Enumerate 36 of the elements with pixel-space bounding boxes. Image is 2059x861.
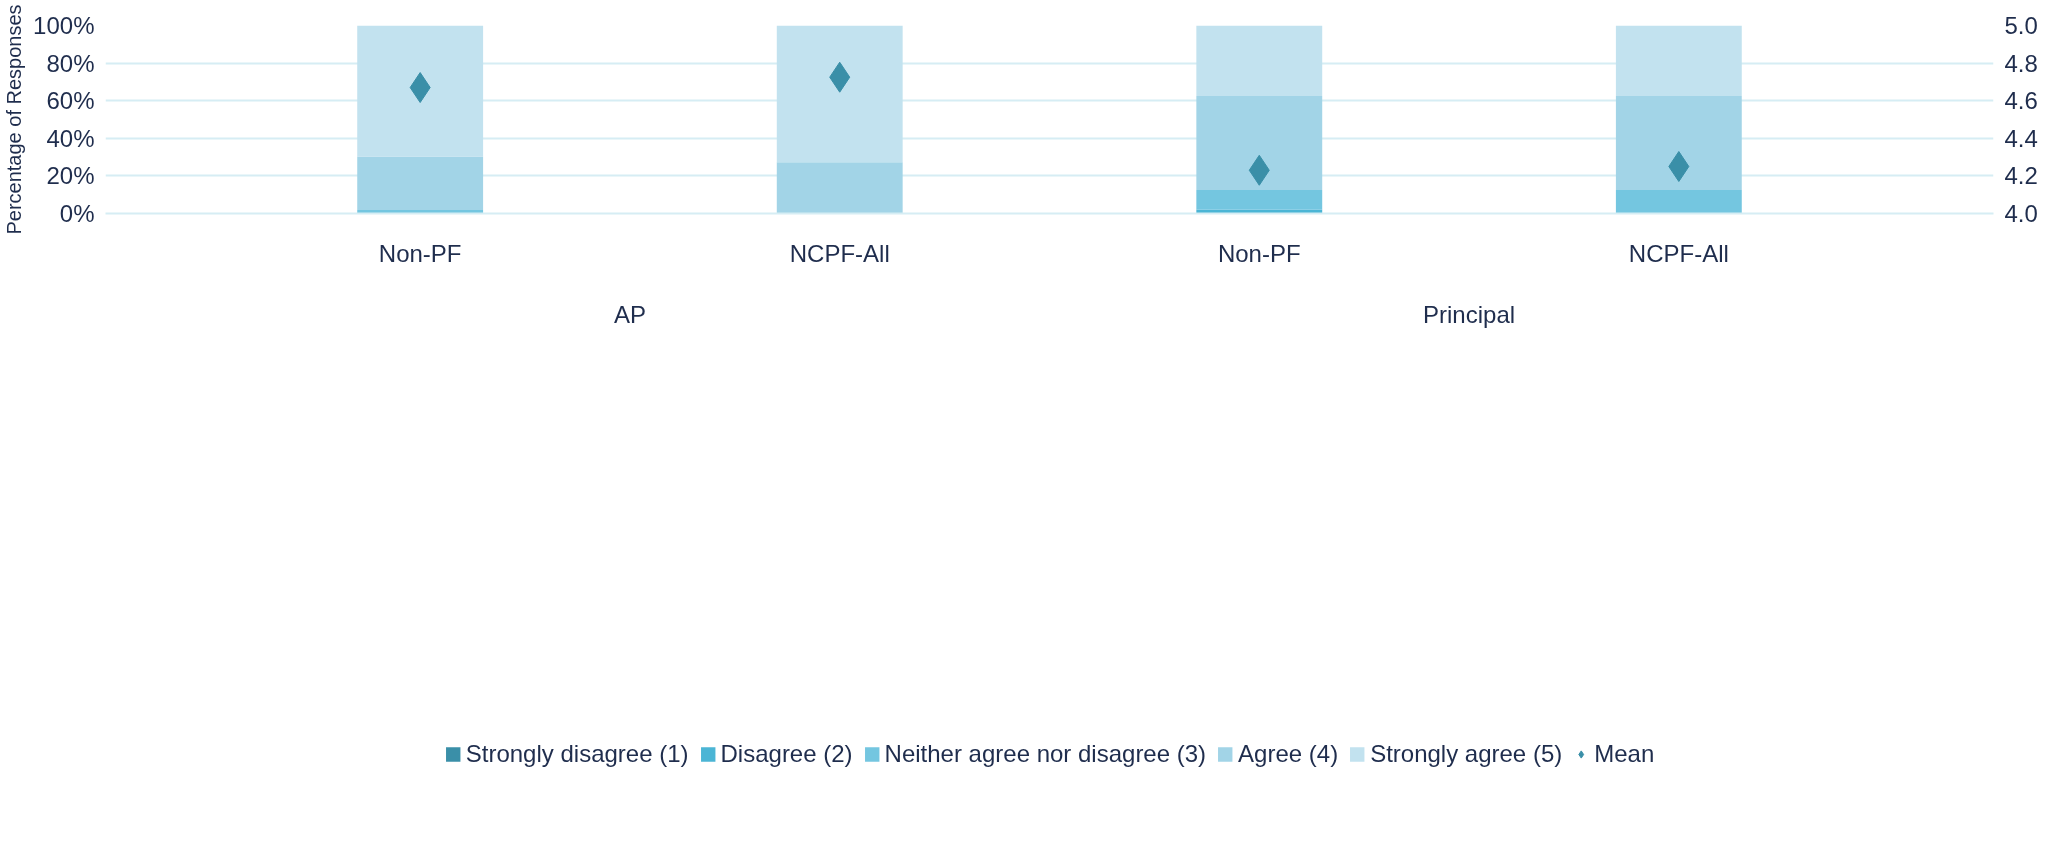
- legend-label: Neither agree nor disagree (3): [884, 740, 1207, 768]
- bar: [1615, 25, 1742, 96]
- x-tick-label: Non-PF: [378, 239, 462, 267]
- y2-tick-label: 4.0: [2004, 200, 2038, 227]
- bar: [776, 25, 903, 163]
- y-tick-label: 100%: [33, 12, 95, 39]
- legend-label: Strongly agree (5): [1370, 740, 1563, 768]
- bar: [357, 25, 484, 157]
- bar: [1196, 96, 1323, 190]
- legend-label: Agree (4): [1238, 740, 1339, 768]
- y2-tick-label: 4.8: [2004, 49, 2038, 77]
- y-axis-title: Percentage of Responses: [3, 4, 26, 235]
- y2-tick-label: 4.4: [2004, 124, 2038, 152]
- y-tick-label: 40%: [46, 124, 95, 152]
- bar: [776, 162, 903, 214]
- text: Principal: [1423, 300, 1516, 328]
- legend-label: Disagree (2): [720, 740, 853, 768]
- x-tick-label: Non-PF: [1217, 239, 1301, 267]
- bar: [1196, 25, 1323, 96]
- y-tick-label: 60%: [46, 87, 95, 115]
- text: AP: [613, 300, 646, 328]
- bar: [357, 156, 484, 211]
- x-tick-label: NCPF-All: [789, 239, 890, 267]
- x-tick-label: NCPF-All: [1628, 239, 1729, 267]
- y2-tick-label: 5.0: [2004, 12, 2038, 39]
- y2-tick-label: 4.6: [2004, 87, 2038, 115]
- bar: [1196, 190, 1323, 210]
- y-tick-label: 20%: [46, 162, 95, 190]
- point: [1668, 151, 1690, 182]
- y-tick-label: 0%: [59, 200, 95, 227]
- bar: [1615, 190, 1742, 214]
- y-tick-label: 80%: [46, 49, 95, 77]
- y2-tick-label: 4.2: [2004, 162, 2038, 190]
- bar: [1615, 96, 1742, 190]
- legend-label: Mean: [1594, 740, 1655, 768]
- legend-label: Strongly disagree (1): [465, 740, 689, 768]
